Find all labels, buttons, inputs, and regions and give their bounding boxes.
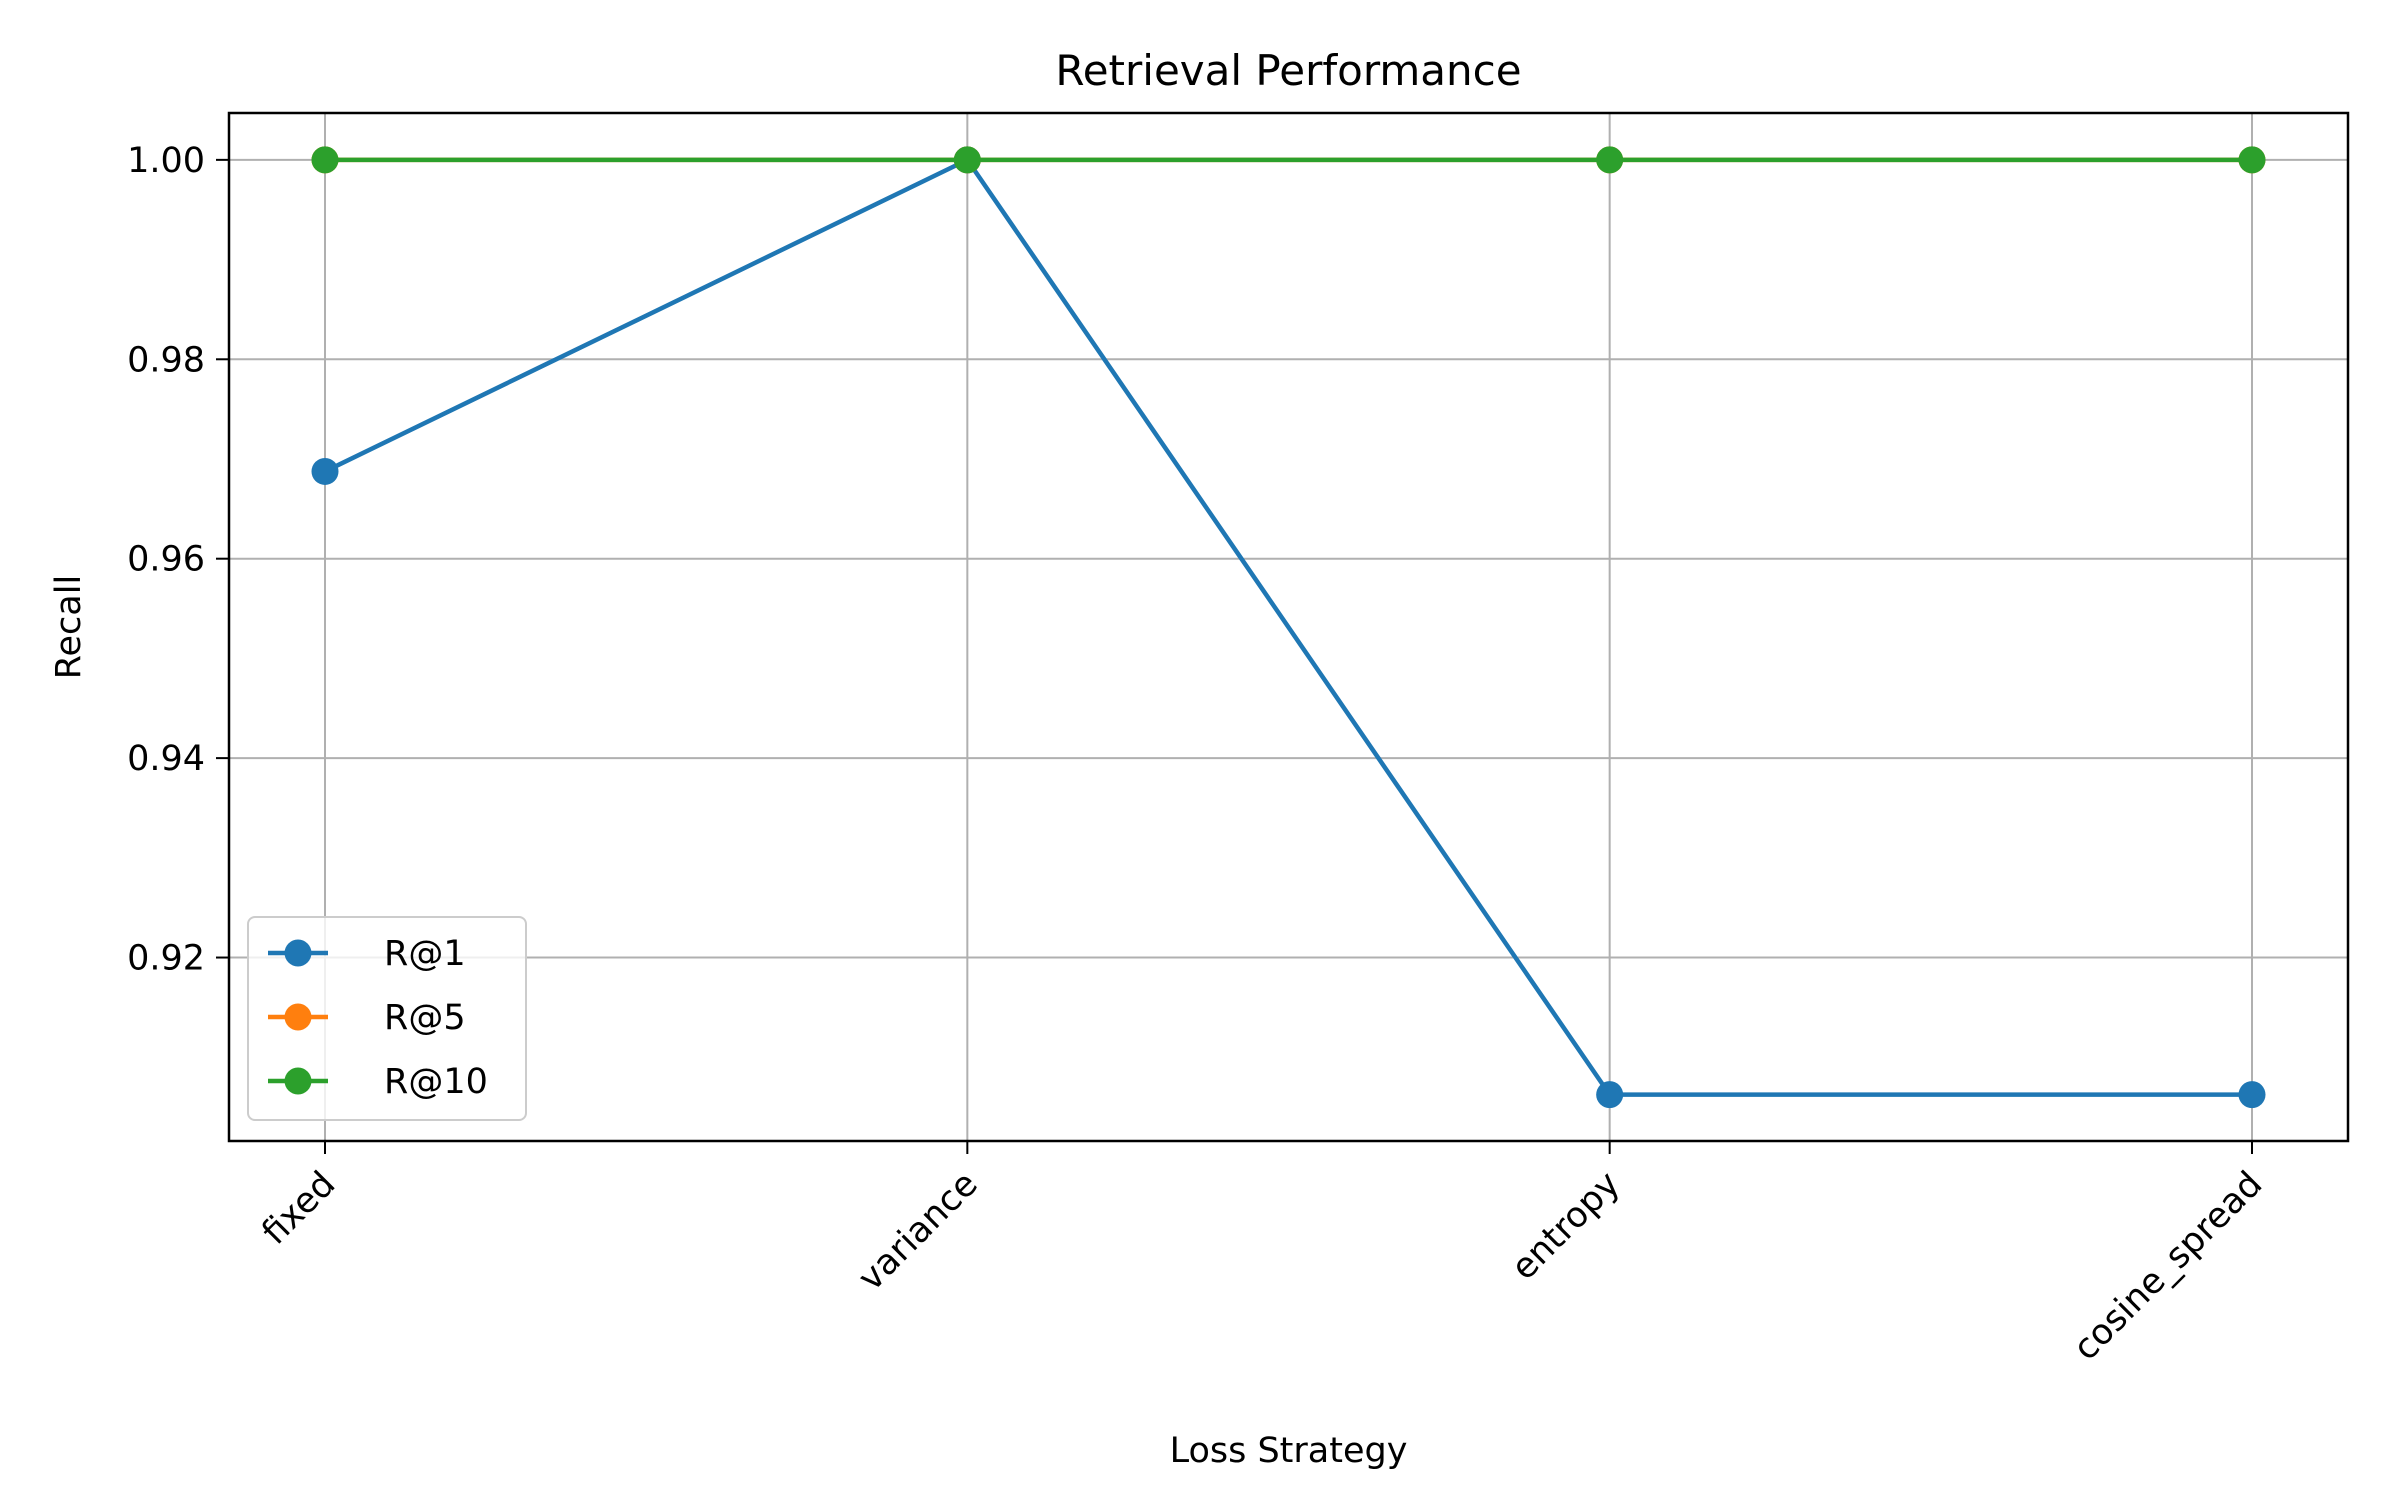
x-tick-label: entropy [1504, 1164, 1628, 1288]
legend-marker [284, 939, 312, 967]
data-point [2238, 146, 2266, 174]
y-tick-label: 0.92 [127, 939, 205, 979]
y-axis-label: Recall [49, 575, 89, 679]
y-tick-label: 0.98 [127, 340, 205, 380]
series-line [324, 157, 2252, 1097]
x-tick-label: cosine_spread [2066, 1164, 2270, 1368]
legend-label: R@1 [384, 934, 466, 974]
legend-item-R@1: R@1 [268, 934, 466, 974]
series-layer [311, 146, 2266, 1109]
legend: R@1 R@5 R@10 [247, 916, 527, 1121]
data-point [311, 457, 339, 485]
data-point [2238, 1081, 2266, 1109]
legend-label: R@5 [384, 998, 466, 1038]
plot-frame [227, 111, 2350, 1143]
legend-label: R@10 [384, 1062, 488, 1102]
data-point [953, 146, 981, 174]
x-tick-label: variance [851, 1164, 986, 1299]
x-tick-label: fixed [255, 1164, 344, 1253]
legend-marker [284, 1003, 312, 1031]
legend-box [247, 916, 527, 1121]
data-point [1596, 1081, 1624, 1109]
legend-marker [284, 1067, 312, 1095]
data-point [1596, 146, 1624, 174]
y-tick-label: 1.00 [127, 141, 205, 181]
x-axis-label: Loss Strategy [1170, 1431, 1408, 1471]
series-R@10 [311, 146, 2266, 174]
series-R@1 [311, 146, 2266, 1109]
legend-item-R@10: R@10 [268, 1062, 488, 1102]
y-tick-label: 0.96 [127, 540, 205, 580]
y-ticks: 0.92 0.94 0.96 0.98 1.00 [127, 141, 229, 979]
x-ticks: fixed variance entropy cosine_spread [255, 1141, 2270, 1369]
y-tick-label: 0.94 [127, 739, 205, 779]
data-point [311, 146, 339, 174]
chart-title: Retrieval Performance [1055, 46, 1521, 95]
legend-item-R@5: R@5 [268, 998, 466, 1038]
